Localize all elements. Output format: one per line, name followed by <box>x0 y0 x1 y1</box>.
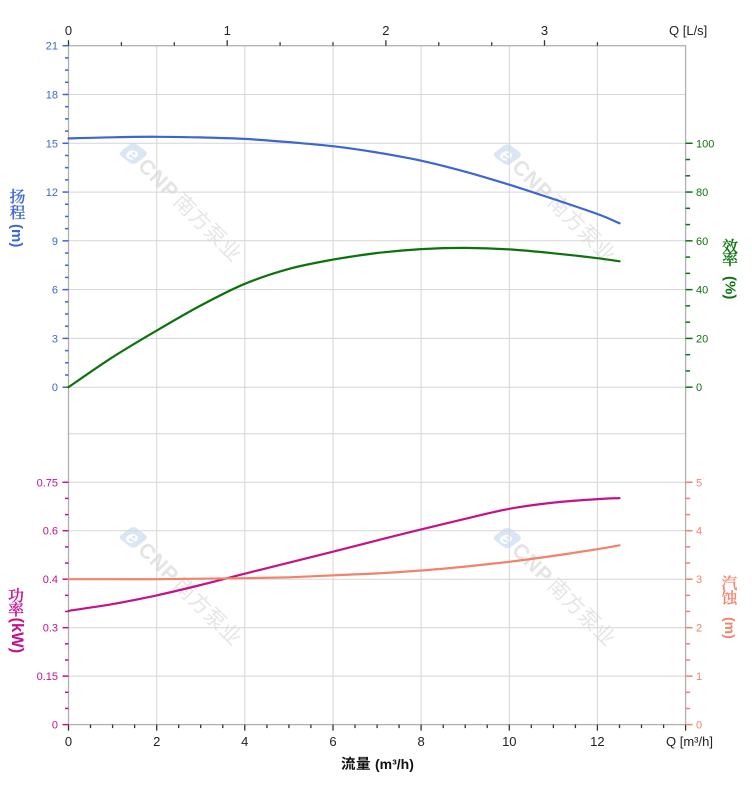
svg-text:2: 2 <box>382 23 389 38</box>
svg-text:10: 10 <box>502 734 516 749</box>
svg-text:18: 18 <box>46 90 58 102</box>
svg-text:Q [L/s]: Q [L/s] <box>669 23 707 38</box>
svg-text:100: 100 <box>696 138 714 150</box>
svg-text:0: 0 <box>696 720 702 732</box>
svg-text:0.15: 0.15 <box>37 671 58 683</box>
svg-text:2: 2 <box>696 623 702 635</box>
svg-text:4: 4 <box>696 526 702 538</box>
svg-text:(m³/h): (m³/h) <box>375 756 414 772</box>
svg-text:0: 0 <box>52 382 58 394</box>
svg-text:0.3: 0.3 <box>43 623 58 635</box>
svg-text:0.4: 0.4 <box>43 574 58 586</box>
svg-text:0: 0 <box>65 734 72 749</box>
svg-text:(m): (m) <box>8 224 25 247</box>
svg-text:1: 1 <box>696 671 702 683</box>
svg-text:6: 6 <box>329 734 336 749</box>
svg-text:21: 21 <box>46 41 58 53</box>
svg-text:0.6: 0.6 <box>43 526 58 538</box>
svg-text:15: 15 <box>46 138 58 150</box>
svg-text:8: 8 <box>417 734 424 749</box>
svg-text:0: 0 <box>65 23 72 38</box>
svg-text:1: 1 <box>224 23 231 38</box>
svg-text:80: 80 <box>696 187 708 199</box>
svg-text:40: 40 <box>696 285 708 297</box>
svg-text:Q [m³/h]: Q [m³/h] <box>666 734 713 749</box>
svg-text:4: 4 <box>241 734 248 749</box>
svg-text:(kW): (kW) <box>8 618 26 654</box>
svg-text:3: 3 <box>696 574 702 586</box>
svg-text:2: 2 <box>153 734 160 749</box>
svg-text:20: 20 <box>696 333 708 345</box>
svg-text:60: 60 <box>696 236 708 248</box>
svg-text:5: 5 <box>696 477 702 489</box>
svg-text:9: 9 <box>52 236 58 248</box>
svg-text:12: 12 <box>590 734 604 749</box>
svg-text:6: 6 <box>52 285 58 297</box>
svg-text:0.75: 0.75 <box>37 477 58 489</box>
svg-text:(m): (m) <box>722 617 738 639</box>
svg-text:0: 0 <box>52 720 58 732</box>
svg-text:0: 0 <box>696 382 702 394</box>
svg-text:(%): (%) <box>722 276 739 299</box>
svg-text:12: 12 <box>46 187 58 199</box>
svg-text:3: 3 <box>52 333 58 345</box>
svg-text:3: 3 <box>541 23 548 38</box>
